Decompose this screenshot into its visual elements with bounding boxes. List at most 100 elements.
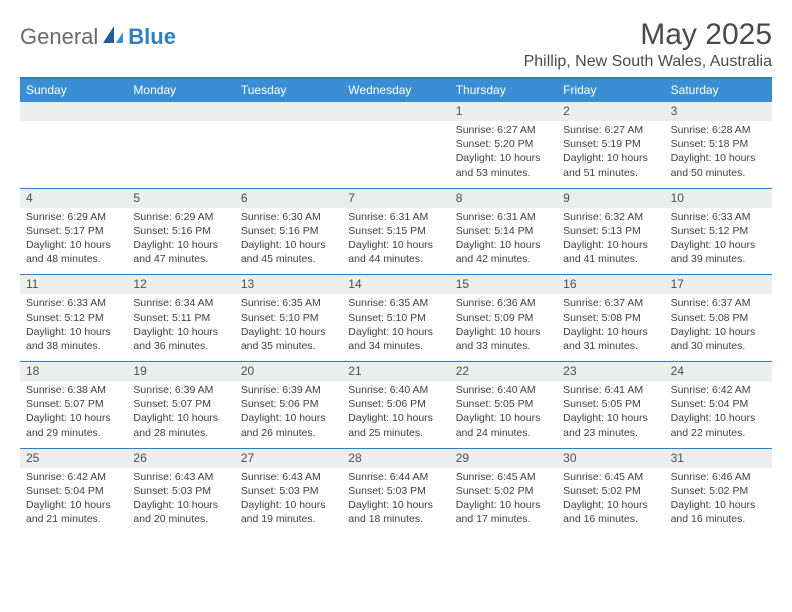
- sunset-text: Sunset: 5:11 PM: [133, 311, 228, 325]
- sunrise-text: Sunrise: 6:45 AM: [563, 470, 658, 484]
- sunset-text: Sunset: 5:07 PM: [133, 397, 228, 411]
- sunset-text: Sunset: 5:08 PM: [671, 311, 766, 325]
- day-number: 7: [342, 189, 449, 208]
- day-cell: Sunrise: 6:45 AMSunset: 5:02 PMDaylight:…: [557, 468, 664, 535]
- day-number: 10: [665, 189, 772, 208]
- day-cell: Sunrise: 6:35 AMSunset: 5:10 PMDaylight:…: [342, 294, 449, 361]
- day-number: 8: [450, 189, 557, 208]
- day-cell: Sunrise: 6:37 AMSunset: 5:08 PMDaylight:…: [665, 294, 772, 361]
- day-cell: Sunrise: 6:40 AMSunset: 5:05 PMDaylight:…: [450, 381, 557, 448]
- daylight-text: and 36 minutes.: [133, 339, 228, 353]
- day-number: 22: [450, 362, 557, 381]
- day-cell: Sunrise: 6:40 AMSunset: 5:06 PMDaylight:…: [342, 381, 449, 448]
- day-number: 19: [127, 362, 234, 381]
- sunset-text: Sunset: 5:10 PM: [348, 311, 443, 325]
- sunset-text: Sunset: 5:09 PM: [456, 311, 551, 325]
- day-number: [235, 102, 342, 121]
- sunrise-text: Sunrise: 6:28 AM: [671, 123, 766, 137]
- day-cell: Sunrise: 6:32 AMSunset: 5:13 PMDaylight:…: [557, 208, 664, 275]
- sunset-text: Sunset: 5:14 PM: [456, 224, 551, 238]
- sunrise-text: Sunrise: 6:45 AM: [456, 470, 551, 484]
- day-number: 28: [342, 449, 449, 468]
- sunset-text: Sunset: 5:02 PM: [671, 484, 766, 498]
- daylight-text: and 28 minutes.: [133, 426, 228, 440]
- daylight-text: and 16 minutes.: [671, 512, 766, 526]
- sunset-text: Sunset: 5:16 PM: [133, 224, 228, 238]
- day-header: Thursday: [450, 79, 557, 102]
- sunrise-text: Sunrise: 6:31 AM: [456, 210, 551, 224]
- day-header: Wednesday: [342, 79, 449, 102]
- daylight-text: Daylight: 10 hours: [133, 411, 228, 425]
- daylight-text: and 38 minutes.: [26, 339, 121, 353]
- day-cell: Sunrise: 6:33 AMSunset: 5:12 PMDaylight:…: [20, 294, 127, 361]
- title-block: May 2025 Phillip, New South Wales, Austr…: [524, 18, 772, 71]
- sunset-text: Sunset: 5:05 PM: [563, 397, 658, 411]
- logo-text-blue: Blue: [128, 24, 176, 50]
- day-cell: Sunrise: 6:29 AMSunset: 5:16 PMDaylight:…: [127, 208, 234, 275]
- sunset-text: Sunset: 5:15 PM: [348, 224, 443, 238]
- daylight-text: Daylight: 10 hours: [563, 151, 658, 165]
- daylight-text: Daylight: 10 hours: [241, 498, 336, 512]
- day-number: 14: [342, 275, 449, 294]
- day-cell: [20, 121, 127, 188]
- daylight-text: Daylight: 10 hours: [241, 238, 336, 252]
- day-number: 15: [450, 275, 557, 294]
- logo-sail-icon: [103, 26, 125, 49]
- sunrise-text: Sunrise: 6:43 AM: [241, 470, 336, 484]
- day-cell: Sunrise: 6:29 AMSunset: 5:17 PMDaylight:…: [20, 208, 127, 275]
- day-cell: Sunrise: 6:39 AMSunset: 5:06 PMDaylight:…: [235, 381, 342, 448]
- daylight-text: and 18 minutes.: [348, 512, 443, 526]
- sunrise-text: Sunrise: 6:33 AM: [26, 296, 121, 310]
- sunrise-text: Sunrise: 6:30 AM: [241, 210, 336, 224]
- sunrise-text: Sunrise: 6:39 AM: [133, 383, 228, 397]
- sunrise-text: Sunrise: 6:27 AM: [456, 123, 551, 137]
- month-title: May 2025: [524, 18, 772, 51]
- sunset-text: Sunset: 5:08 PM: [563, 311, 658, 325]
- day-header: Monday: [127, 79, 234, 102]
- day-number: 16: [557, 275, 664, 294]
- sunset-text: Sunset: 5:16 PM: [241, 224, 336, 238]
- day-cell: Sunrise: 6:28 AMSunset: 5:18 PMDaylight:…: [665, 121, 772, 188]
- daylight-text: and 47 minutes.: [133, 252, 228, 266]
- week-row: 25262728293031Sunrise: 6:42 AMSunset: 5:…: [20, 448, 772, 535]
- daylight-text: and 51 minutes.: [563, 166, 658, 180]
- day-cell: Sunrise: 6:41 AMSunset: 5:05 PMDaylight:…: [557, 381, 664, 448]
- calendar-page: General Blue May 2025 Phillip, New South…: [0, 0, 792, 544]
- daylight-text: Daylight: 10 hours: [563, 238, 658, 252]
- sunrise-text: Sunrise: 6:44 AM: [348, 470, 443, 484]
- day-cell: Sunrise: 6:45 AMSunset: 5:02 PMDaylight:…: [450, 468, 557, 535]
- day-number: 13: [235, 275, 342, 294]
- daylight-text: and 44 minutes.: [348, 252, 443, 266]
- day-cell: Sunrise: 6:46 AMSunset: 5:02 PMDaylight:…: [665, 468, 772, 535]
- sunrise-text: Sunrise: 6:35 AM: [348, 296, 443, 310]
- sunrise-text: Sunrise: 6:40 AM: [456, 383, 551, 397]
- daylight-text: and 41 minutes.: [563, 252, 658, 266]
- day-cell: Sunrise: 6:39 AMSunset: 5:07 PMDaylight:…: [127, 381, 234, 448]
- logo: General Blue: [20, 18, 176, 50]
- day-cell: Sunrise: 6:43 AMSunset: 5:03 PMDaylight:…: [127, 468, 234, 535]
- daylight-text: and 22 minutes.: [671, 426, 766, 440]
- sunrise-text: Sunrise: 6:27 AM: [563, 123, 658, 137]
- day-number: 31: [665, 449, 772, 468]
- daylight-text: Daylight: 10 hours: [348, 325, 443, 339]
- sunrise-text: Sunrise: 6:43 AM: [133, 470, 228, 484]
- sunset-text: Sunset: 5:03 PM: [133, 484, 228, 498]
- sunset-text: Sunset: 5:12 PM: [26, 311, 121, 325]
- day-header: Friday: [557, 79, 664, 102]
- daylight-text: Daylight: 10 hours: [348, 238, 443, 252]
- daylight-text: Daylight: 10 hours: [456, 151, 551, 165]
- daylight-text: Daylight: 10 hours: [456, 238, 551, 252]
- daylight-text: and 35 minutes.: [241, 339, 336, 353]
- daylight-text: Daylight: 10 hours: [671, 411, 766, 425]
- day-number: 30: [557, 449, 664, 468]
- sunrise-text: Sunrise: 6:39 AM: [241, 383, 336, 397]
- sunrise-text: Sunrise: 6:29 AM: [133, 210, 228, 224]
- daylight-text: Daylight: 10 hours: [456, 411, 551, 425]
- daylight-text: Daylight: 10 hours: [456, 498, 551, 512]
- daylight-text: Daylight: 10 hours: [456, 325, 551, 339]
- day-cell: [342, 121, 449, 188]
- day-number: 4: [20, 189, 127, 208]
- day-number: 29: [450, 449, 557, 468]
- day-header: Tuesday: [235, 79, 342, 102]
- sunset-text: Sunset: 5:06 PM: [241, 397, 336, 411]
